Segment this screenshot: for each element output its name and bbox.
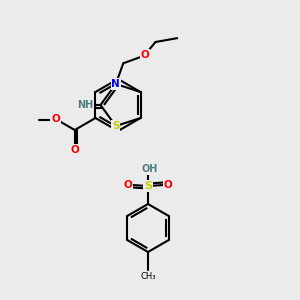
Text: O: O (141, 50, 149, 60)
Text: S: S (144, 181, 152, 191)
Text: OH: OH (142, 164, 158, 174)
Text: NH: NH (77, 100, 94, 110)
Text: N: N (111, 79, 120, 89)
Text: O: O (164, 180, 172, 190)
Text: CH₃: CH₃ (140, 272, 156, 281)
Text: O: O (51, 114, 60, 124)
Text: S: S (112, 121, 119, 131)
Text: O: O (124, 180, 132, 190)
Text: O: O (70, 145, 79, 155)
